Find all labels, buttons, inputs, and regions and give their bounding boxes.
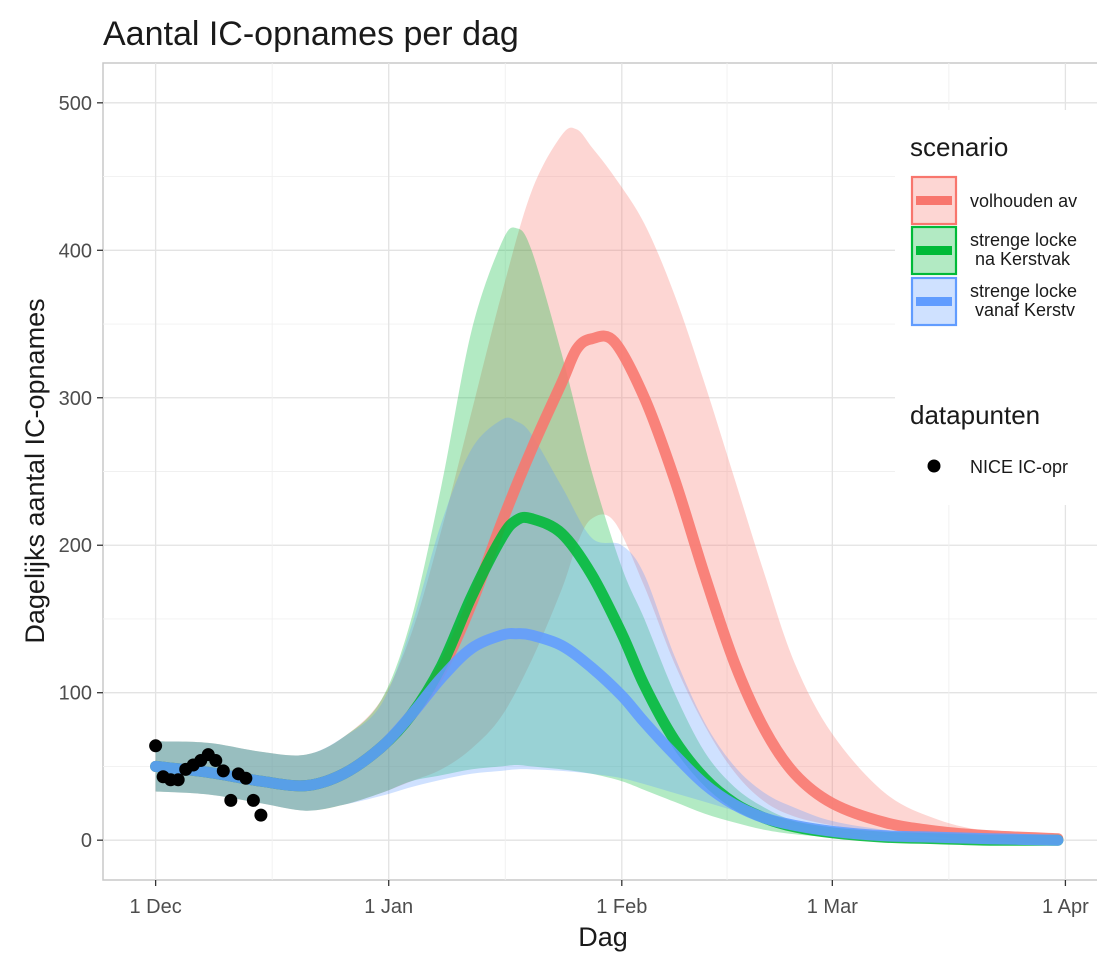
x-tick-label: 1 Mar: [807, 896, 858, 918]
y-tick-label: 200: [59, 535, 92, 557]
x-axis-title: Dag: [578, 922, 628, 952]
legend-title-scenario: scenario: [910, 132, 1008, 162]
series-2-ribbon: [155, 417, 1058, 841]
x-tick-label: 1 Jan: [364, 896, 413, 918]
data-point: [216, 764, 230, 778]
series-2-line: [150, 628, 1064, 846]
data-points: [149, 739, 268, 822]
data-point: [239, 771, 253, 785]
chart-title: Aantal IC-opnames per dag: [103, 15, 519, 53]
y-tick-label: 100: [59, 683, 92, 705]
x-tick-label: 1 Dec: [130, 896, 182, 918]
legend-background: [895, 110, 1097, 505]
legend-key-point: [927, 459, 941, 473]
y-tick-label: 500: [59, 93, 92, 115]
data-point: [246, 793, 260, 807]
y-tick-label: 400: [59, 240, 92, 262]
data-point: [209, 754, 223, 768]
x-tick-label: 1 Feb: [596, 896, 647, 918]
series-0-ribbon: [155, 127, 1058, 841]
data-point: [224, 793, 238, 807]
y-axis-ticks: 0 100 200 300 400 500: [59, 93, 103, 852]
data-point: [254, 808, 268, 822]
legend-title-datapunten: datapunten: [910, 400, 1040, 430]
data-point: [149, 739, 163, 753]
y-tick-label: 300: [59, 388, 92, 410]
legend-label-datapunten: NICE IC-opr: [970, 457, 1068, 477]
series-1-ribbon: [155, 227, 1058, 841]
legend-label-scenario: strenge locke vanaf Kerstv: [970, 281, 1077, 320]
x-axis-ticks: 1 Dec 1 Jan 1 Feb 1 Mar 1 Apr: [130, 880, 1089, 918]
x-tick-label: 1 Apr: [1042, 896, 1089, 918]
series-layer: [150, 127, 1064, 846]
y-tick-label: 0: [81, 830, 92, 852]
legend-label-scenario: strenge locke na Kerstvak: [970, 230, 1077, 269]
data-point: [171, 773, 185, 787]
y-axis-title: Dagelijks aantal IC-opnames: [20, 298, 50, 643]
legend-label-scenario: volhouden av: [970, 191, 1077, 211]
legend: scenario volhouden av strenge locke na Ker…: [895, 110, 1097, 505]
